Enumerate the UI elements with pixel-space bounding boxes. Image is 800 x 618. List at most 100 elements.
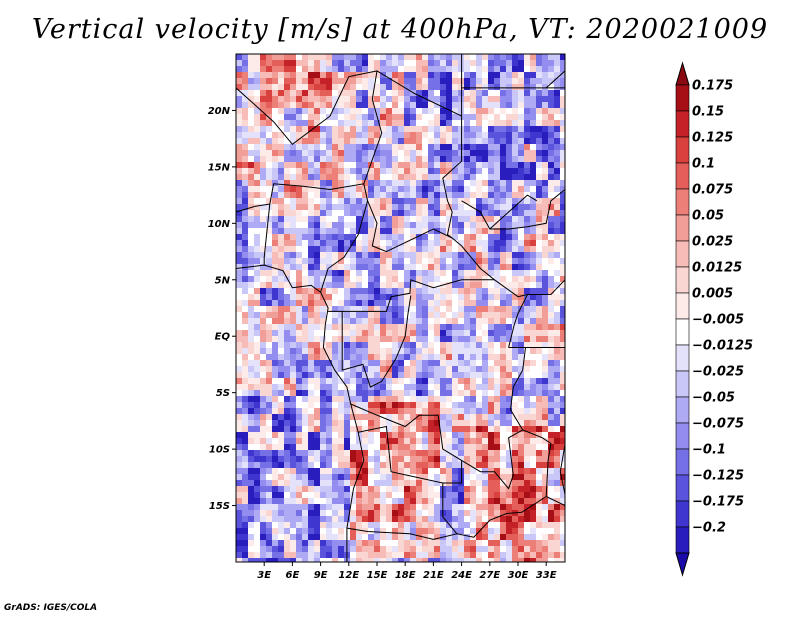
field-cell (242, 126, 249, 133)
field-cell (428, 156, 435, 163)
field-cell (278, 462, 285, 469)
field-cell (320, 174, 327, 181)
field-cell (296, 312, 303, 319)
field-cell (410, 60, 417, 67)
field-cell (554, 522, 561, 529)
field-cell (560, 432, 565, 439)
field-cell (260, 318, 267, 325)
field-cell (266, 120, 273, 127)
field-cell (434, 150, 441, 157)
field-cell (464, 282, 471, 289)
field-cell (416, 558, 423, 562)
field-cell (554, 420, 561, 427)
field-cell (386, 552, 393, 559)
field-cell (386, 216, 393, 223)
field-cell (464, 516, 471, 523)
field-cell (326, 312, 333, 319)
field-cell (434, 414, 441, 421)
field-cell (464, 336, 471, 343)
field-cell (242, 432, 249, 439)
field-cell (314, 300, 321, 307)
field-cell (500, 180, 507, 187)
field-cell (482, 60, 489, 67)
field-cell (344, 270, 351, 277)
field-cell (350, 450, 357, 457)
field-cell (284, 516, 291, 523)
field-cell (524, 486, 531, 493)
field-cell (296, 192, 303, 199)
field-cell (350, 312, 357, 319)
field-cell (332, 150, 339, 157)
field-cell (242, 258, 249, 265)
field-cell (458, 342, 465, 349)
field-cell (392, 462, 399, 469)
field-cell (374, 126, 381, 133)
field-cell (560, 126, 565, 133)
field-cell (536, 336, 543, 343)
field-cell (452, 90, 459, 97)
field-cell (332, 468, 339, 475)
field-cell (524, 360, 531, 367)
field-cell (350, 156, 357, 163)
field-cell (422, 108, 429, 115)
field-cell (506, 462, 513, 469)
field-cell (560, 120, 565, 127)
field-cell (278, 54, 285, 61)
field-cell (338, 210, 345, 217)
field-cell (494, 174, 501, 181)
field-cell (368, 492, 375, 499)
field-cell (296, 90, 303, 97)
field-cell (278, 252, 285, 259)
field-cell (482, 108, 489, 115)
field-cell (260, 552, 267, 559)
field-cell (446, 408, 453, 415)
field-cell (386, 378, 393, 385)
field-cell (434, 558, 441, 562)
field-cell (260, 252, 267, 259)
field-cell (404, 72, 411, 79)
field-cell (260, 108, 267, 115)
field-cell (374, 198, 381, 205)
field-cell (464, 120, 471, 127)
field-cell (296, 306, 303, 313)
field-cell (452, 270, 459, 277)
field-cell (392, 384, 399, 391)
field-cell (416, 240, 423, 247)
field-cell (308, 480, 315, 487)
field-cell (428, 186, 435, 193)
field-cell (356, 378, 363, 385)
field-cell (266, 450, 273, 457)
field-cell (356, 144, 363, 151)
field-cell (476, 336, 483, 343)
field-cell (260, 336, 267, 343)
field-cell (260, 522, 267, 529)
field-cell (560, 204, 565, 211)
field-cell (296, 126, 303, 133)
field-cell (452, 330, 459, 337)
field-cell (260, 366, 267, 373)
field-cell (338, 162, 345, 169)
field-cell (524, 228, 531, 235)
field-cell (554, 354, 561, 361)
field-cell (482, 138, 489, 145)
field-cell (506, 366, 513, 373)
field-cell (422, 300, 429, 307)
field-cell (530, 444, 537, 451)
field-cell (284, 468, 291, 475)
field-cell (416, 54, 423, 61)
field-cell (446, 126, 453, 133)
field-cell (548, 138, 555, 145)
field-cell (272, 234, 279, 241)
field-cell (362, 288, 369, 295)
field-cell (542, 534, 549, 541)
field-cell (512, 216, 519, 223)
field-cell (248, 378, 255, 385)
field-cell (398, 390, 405, 397)
field-cell (500, 162, 507, 169)
field-cell (518, 378, 525, 385)
field-cell (536, 150, 543, 157)
field-cell (242, 270, 249, 277)
field-cell (518, 528, 525, 535)
field-cell (560, 78, 565, 85)
field-cell (518, 408, 525, 415)
